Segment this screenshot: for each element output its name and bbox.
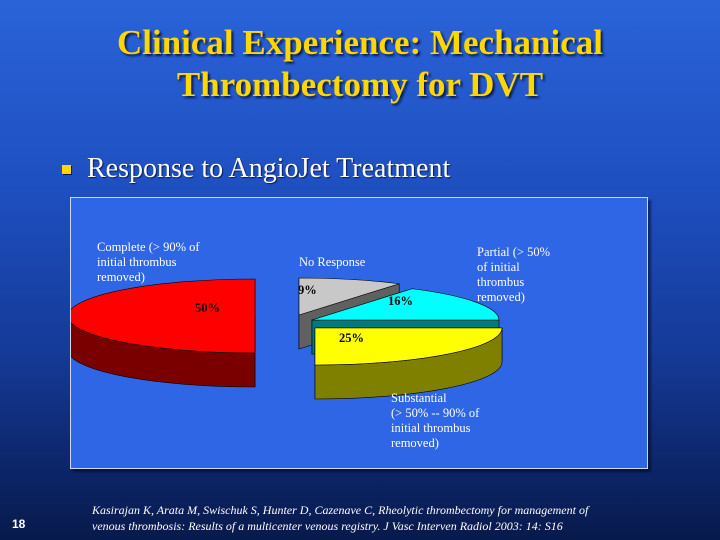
pie-slice-substantial — [314, 327, 503, 400]
pie-slice-substantial-top — [314, 327, 503, 366]
slice-percent-no-response: 9% — [298, 283, 317, 297]
citation-line-1: Kasirajan K, Arata M, Swischuk S, Hunter… — [92, 503, 589, 517]
slice-label-complete-line: removed) — [97, 270, 145, 284]
pie-slice-complete-top — [71, 278, 256, 354]
slice-label-partial-line: removed) — [477, 290, 525, 304]
slice-label-substantial-line: (> 50% -- 90% of — [391, 406, 480, 420]
slice-label-complete: Complete (> 90% of initial thrombus remo… — [97, 240, 200, 285]
slice-label-complete-line: initial thrombus — [97, 255, 177, 269]
slice-label-partial-line: of initial — [477, 260, 520, 274]
slice-label-substantial-line: Substantial — [391, 391, 447, 405]
slice-percent-complete: 50% — [195, 301, 220, 315]
slice-label-partial-line: Partial (> 50% — [477, 245, 551, 259]
pie-chart — [71, 277, 503, 400]
square-bullet-icon — [62, 164, 71, 174]
pie-chart-panel: Complete (> 90% of initial thrombus remo… — [70, 197, 648, 469]
pie-slice-partial-top — [311, 288, 500, 321]
slice-label-substantial-line: removed) — [391, 436, 439, 450]
slide-title-line-2: Thrombectomy for DVT — [176, 65, 544, 104]
slice-label-complete-line: Complete (> 90% of — [97, 240, 200, 254]
pie-slice-complete — [71, 278, 256, 388]
slice-label-no-response: No Response — [299, 255, 365, 270]
pie-slice-no_response-top — [298, 277, 400, 316]
slice-label-partial-line: thrombus — [477, 275, 525, 289]
slide-title: Clinical Experience: Mechanical Thrombec… — [0, 22, 720, 106]
slice-label-substantial-line: initial thrombus — [391, 421, 471, 435]
citation-line-2: venous thrombosis: Results of a multicen… — [92, 519, 563, 533]
slice-label-partial: Partial (> 50% of initial thrombus remov… — [477, 245, 550, 305]
slide-title-line-1: Clinical Experience: Mechanical — [116, 23, 604, 62]
slice-percent-partial: 16% — [388, 294, 413, 308]
slice-label-no-response-line: No Response — [299, 255, 366, 269]
citation: Kasirajan K, Arata M, Swischuk S, Hunter… — [92, 502, 692, 534]
slide-number: 18 — [12, 517, 26, 531]
slice-label-substantial: Substantial (> 50% -- 90% of initial thr… — [391, 391, 479, 451]
bullet-item: Response to AngioJet Treatment — [62, 152, 450, 186]
bullet-text: Response to AngioJet Treatment — [87, 153, 451, 184]
slice-percent-substantial: 25% — [339, 331, 364, 345]
